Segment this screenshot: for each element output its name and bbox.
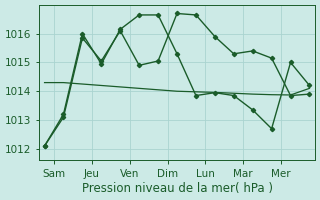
X-axis label: Pression niveau de la mer( hPa ): Pression niveau de la mer( hPa ) bbox=[82, 182, 273, 195]
